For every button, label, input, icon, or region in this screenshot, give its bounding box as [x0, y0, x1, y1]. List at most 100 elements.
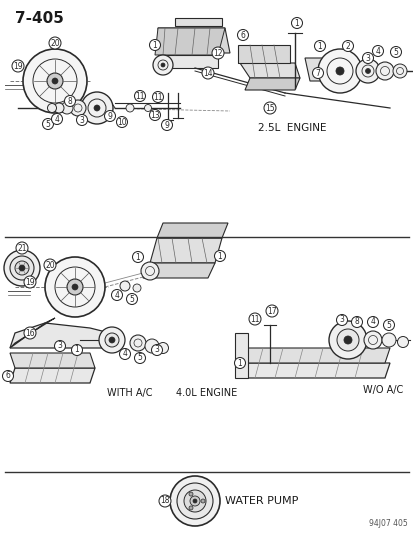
Circle shape: [99, 327, 125, 353]
Circle shape: [375, 62, 393, 80]
Circle shape: [111, 289, 122, 301]
Circle shape: [109, 337, 115, 343]
Circle shape: [43, 118, 53, 130]
Text: 7-405: 7-405: [15, 11, 64, 26]
Circle shape: [291, 18, 302, 28]
Circle shape: [144, 104, 151, 111]
Polygon shape: [237, 348, 389, 363]
Polygon shape: [157, 223, 228, 238]
Text: 1: 1: [74, 345, 79, 354]
Circle shape: [367, 317, 377, 327]
Text: 94J07 405: 94J07 405: [368, 519, 407, 528]
Circle shape: [94, 105, 100, 111]
Circle shape: [151, 344, 162, 356]
Circle shape: [328, 321, 366, 359]
Circle shape: [343, 336, 351, 344]
Text: 4: 4: [122, 350, 127, 359]
Circle shape: [16, 242, 28, 254]
Circle shape: [64, 95, 75, 107]
Circle shape: [362, 52, 373, 63]
Text: 6: 6: [240, 30, 245, 39]
Circle shape: [190, 496, 199, 506]
Text: 6: 6: [5, 372, 10, 381]
Circle shape: [49, 37, 61, 49]
Text: 1: 1: [294, 19, 299, 28]
Circle shape: [67, 279, 83, 295]
Circle shape: [132, 252, 143, 262]
Text: 4: 4: [55, 115, 59, 124]
Circle shape: [2, 370, 14, 382]
Polygon shape: [304, 58, 344, 81]
Circle shape: [237, 29, 248, 41]
Text: 3: 3: [365, 53, 370, 62]
Circle shape: [189, 506, 192, 510]
Circle shape: [55, 341, 65, 351]
Circle shape: [105, 333, 119, 347]
Circle shape: [161, 119, 172, 131]
Polygon shape: [10, 323, 118, 348]
Circle shape: [81, 92, 113, 124]
Circle shape: [234, 358, 245, 368]
Circle shape: [133, 284, 141, 292]
Circle shape: [396, 336, 408, 348]
Circle shape: [211, 47, 223, 59]
Circle shape: [119, 349, 130, 359]
Text: 11: 11: [153, 93, 162, 101]
Text: 3: 3: [79, 116, 84, 125]
Circle shape: [152, 92, 163, 102]
Circle shape: [266, 305, 277, 317]
Circle shape: [189, 492, 192, 496]
Polygon shape: [237, 363, 389, 378]
Text: 14: 14: [203, 69, 212, 77]
Polygon shape: [142, 263, 214, 278]
Circle shape: [134, 352, 145, 364]
Polygon shape: [154, 28, 224, 55]
Polygon shape: [237, 63, 299, 78]
Text: 12: 12: [213, 49, 222, 58]
Circle shape: [317, 49, 361, 93]
Text: 17: 17: [266, 306, 276, 316]
Text: 5: 5: [137, 353, 142, 362]
Circle shape: [159, 495, 171, 507]
Circle shape: [149, 39, 160, 51]
Text: 10: 10: [117, 117, 126, 126]
Text: 8: 8: [67, 96, 72, 106]
Circle shape: [71, 344, 82, 356]
Circle shape: [312, 68, 323, 78]
Circle shape: [116, 117, 127, 127]
Circle shape: [342, 41, 353, 52]
Circle shape: [51, 114, 62, 125]
Circle shape: [104, 110, 115, 122]
Text: 19: 19: [25, 278, 35, 287]
Text: 5: 5: [386, 320, 391, 329]
Text: 4: 4: [375, 46, 380, 55]
Text: 1: 1: [135, 253, 140, 262]
Circle shape: [153, 55, 173, 75]
Circle shape: [183, 490, 206, 512]
Circle shape: [351, 317, 362, 327]
Text: 11: 11: [249, 314, 259, 324]
Text: 20: 20: [50, 38, 59, 47]
Circle shape: [201, 499, 204, 503]
Text: 9: 9: [164, 120, 169, 130]
Circle shape: [214, 251, 225, 262]
Circle shape: [76, 115, 87, 125]
Text: 9: 9: [107, 111, 112, 120]
Circle shape: [61, 102, 73, 114]
Text: 15: 15: [265, 103, 274, 112]
Circle shape: [54, 103, 64, 113]
Circle shape: [24, 327, 36, 339]
Polygon shape: [10, 318, 55, 348]
Circle shape: [70, 100, 86, 116]
Text: 8: 8: [354, 318, 358, 327]
Text: 3: 3: [57, 342, 62, 351]
Polygon shape: [158, 55, 218, 68]
Text: 3: 3: [339, 316, 344, 325]
Circle shape: [23, 49, 87, 113]
Circle shape: [24, 276, 36, 288]
Text: 7: 7: [315, 69, 320, 77]
Text: 11: 11: [135, 92, 145, 101]
Polygon shape: [158, 28, 230, 53]
Text: WITH A/C: WITH A/C: [107, 388, 152, 398]
Circle shape: [141, 262, 159, 280]
